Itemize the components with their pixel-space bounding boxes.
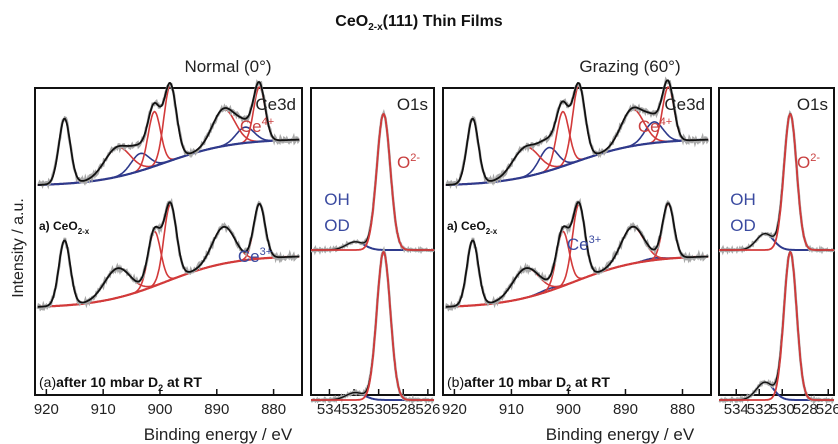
fit-envelope	[37, 201, 300, 308]
x-tick-label: 910	[91, 401, 116, 418]
fit-envelope	[311, 251, 434, 401]
od-label: OD	[730, 216, 756, 235]
x-tick-label: 530	[770, 401, 795, 418]
x-tick-label: 528	[793, 401, 818, 418]
column-label-normal: Normal (0°)	[184, 57, 271, 76]
ce3d-title: Ce3d	[664, 95, 705, 114]
x-tick-label: 880	[261, 401, 286, 418]
panel-normal-o1s: 534 532 530 528 526 O1s O2- OH OD	[310, 87, 440, 418]
x-tick-label: 900	[147, 401, 172, 418]
x-tick-label: 532	[342, 401, 367, 418]
fit-envelope	[445, 201, 709, 308]
spectrum-b-label: (a)after 10 mbar D2 at RT	[39, 374, 202, 393]
x-tick-label: 910	[499, 401, 524, 418]
o1s-title: O1s	[397, 95, 428, 114]
x-tick-label: 890	[204, 401, 229, 418]
x-axis-label-left: Binding energy / eV	[144, 425, 293, 444]
panel-grazing-ce3d: 920 910 900 890 880 Ce3d Ce4+ Ce3+ a) CeO2-x (b)a…	[442, 76, 712, 418]
oh-label: OH	[324, 190, 350, 209]
o1s-title: O1s	[797, 95, 828, 114]
fit-envelope	[445, 79, 709, 186]
ce4-label: Ce4+	[638, 116, 672, 136]
x-tick-label: 532	[747, 401, 772, 418]
o2-label: O2-	[797, 152, 820, 172]
spectrum-b-label: (b)after 10 mbar D2 at RT	[447, 374, 610, 393]
ce4-label: Ce4+	[240, 116, 274, 136]
raw-spectrum	[310, 245, 435, 406]
o2-component	[311, 250, 434, 401]
ce3-label: Ce3+	[238, 246, 272, 266]
o1s-frame	[310, 87, 435, 396]
x-tick-label: 526	[415, 401, 440, 418]
panel-normal-ce3d: 920 910 900 890 880 Ce3d Ce4+ Ce3+ a) CeO2-x (a)a…	[34, 79, 303, 418]
ce3d-title: Ce3d	[255, 95, 296, 114]
x-tick-label: 530	[366, 401, 391, 418]
y-axis-label: Intensity / a.u.	[10, 198, 27, 298]
oh-label: OH	[730, 190, 756, 209]
x-tick-label: 534	[317, 401, 342, 418]
raw-spectrum	[444, 197, 710, 312]
fit-envelope	[719, 250, 834, 401]
x-tick-label: 526	[816, 401, 838, 418]
x-tick-label: 900	[556, 401, 581, 418]
o2-component	[719, 113, 834, 251]
o2-component	[719, 251, 834, 401]
x-tick-label: 528	[391, 401, 416, 418]
o1s-frame	[718, 87, 835, 396]
x-axis-label-right: Binding energy / eV	[546, 425, 695, 444]
x-tick-label: 920	[442, 401, 467, 418]
od-label: OD	[324, 216, 350, 235]
o2-component	[311, 112, 434, 251]
x-tick-label: 890	[613, 401, 638, 418]
fit-envelope	[37, 80, 300, 186]
ce3d-frame	[34, 87, 303, 396]
x-tick-label: 920	[34, 401, 59, 418]
spectrum-a-label: a) CeO2-x	[447, 219, 498, 236]
x-tick-label: 534	[724, 401, 749, 418]
ce3-label: Ce3+	[567, 234, 601, 254]
column-label-grazing: Grazing (60°)	[579, 57, 680, 76]
figure-title: CeO2-x(111) Thin Films	[335, 13, 502, 33]
spectrum-a-label: a) CeO2-x	[39, 219, 90, 236]
x-tick-label: 880	[670, 401, 695, 418]
o2-label: O2-	[397, 152, 420, 172]
